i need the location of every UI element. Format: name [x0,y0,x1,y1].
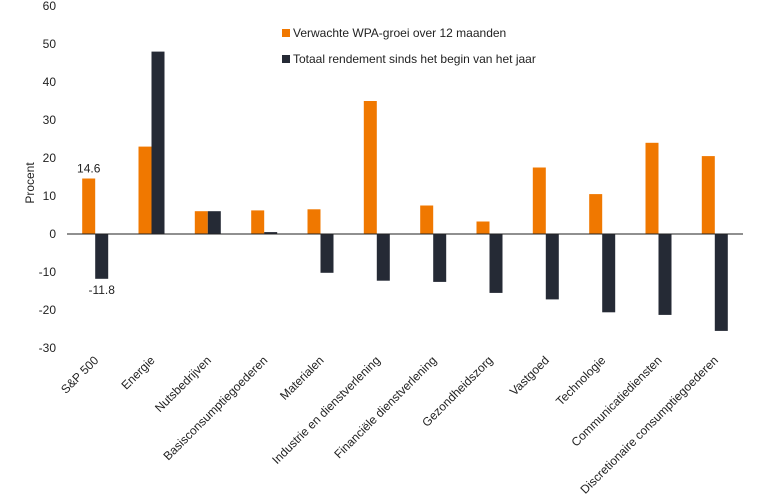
bar-ytd-total-return [151,51,165,234]
y-tick-label: 0 [49,227,56,241]
legend-label-expected-eps-growth: Verwachte WPA-groei over 12 maanden [293,26,506,40]
y-tick-label: -20 [39,303,57,317]
y-axis: 60 50 40 30 20 10 0 -10 -20 -30 [39,0,57,355]
bar-expected-eps-growth [420,205,434,234]
bar-expected-eps-growth [82,178,96,234]
x-category-label: Technologie [553,353,608,408]
x-category-label: Materialen [277,353,327,403]
bar-ytd-total-return [489,234,503,293]
bar-expected-eps-growth [307,209,321,234]
x-category-label: Financiële dienstverlening [331,353,439,461]
bar-ytd-total-return [545,234,559,300]
x-category-label: Vastgoed [507,353,552,398]
bar-expected-eps-growth [194,211,208,234]
legend-swatch-expected-eps-growth [282,29,290,37]
y-tick-label: 40 [43,75,57,89]
bar-expected-eps-growth [532,167,546,234]
x-category-label: Basisconsumptiegoederen [160,353,270,463]
data-label: -11.8 [88,283,115,297]
y-tick-label: 20 [43,151,57,165]
y-tick-label: -10 [39,265,57,279]
y-tick-label: 60 [43,0,57,13]
x-axis-categories: S&P 500 EnergieNutsbedrijvenBasisconsumpt… [58,353,721,497]
bar-ytd-total-return [602,234,616,313]
bar-expected-eps-growth [363,101,377,234]
legend: Verwachte WPA-groei over 12 maanden Tota… [282,26,536,66]
bar-ytd-total-return [320,234,334,273]
y-axis-label: Procent [23,162,37,204]
bar-ytd-total-return [376,234,390,281]
legend-swatch-ytd-total-return [282,55,290,63]
legend-label-ytd-total-return: Totaal rendement sinds het begin van het… [293,52,536,66]
bar-expected-eps-growth [138,146,152,234]
x-category-label: Nutsbedrijven [152,353,214,415]
bar-ytd-total-return [433,234,447,282]
x-category-label: Industrie en dienstverlening [269,353,383,467]
y-tick-label: -30 [39,341,57,355]
bar-expected-eps-growth [589,194,603,234]
bars [82,51,728,331]
x-category-label: S&P 500 [58,353,101,396]
y-tick-label: 10 [43,189,57,203]
bar-ytd-total-return [714,234,728,331]
bar-expected-eps-growth [251,210,265,234]
bar-expected-eps-growth [645,142,659,234]
y-tick-label: 50 [43,37,57,51]
bar-ytd-total-return [264,232,278,234]
bar-ytd-total-return [95,234,109,279]
bar-ytd-total-return [207,211,221,234]
bar-expected-eps-growth [476,221,490,234]
data-labels: 14.6 -11.8 [77,162,115,297]
bar-expected-eps-growth [701,156,715,234]
bar-ytd-total-return [658,234,672,315]
data-label: 14.6 [77,162,101,176]
x-category-label: Energie [118,353,157,392]
y-tick-label: 30 [43,113,57,127]
